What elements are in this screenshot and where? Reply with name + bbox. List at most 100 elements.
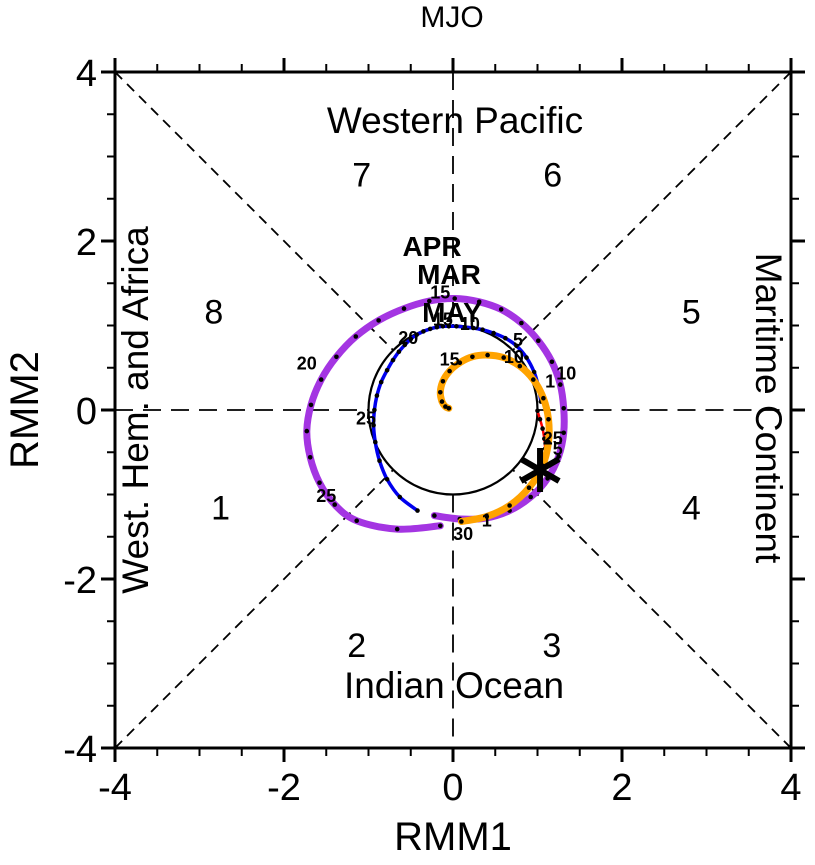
x-tick-label: 2	[611, 767, 632, 809]
region-label-maritime-continent: Maritime Continent	[748, 253, 789, 564]
daily-dot-mar	[446, 324, 452, 329]
month-legend: APR MAR MAY	[402, 231, 482, 328]
diagonal-bottom-left	[114, 469, 394, 749]
daily-dot-mar	[373, 439, 378, 445]
diagonal-bottom-right	[512, 469, 792, 749]
daily-dot-mar	[377, 458, 382, 464]
daily-dot-mar	[397, 494, 403, 500]
phase-numbers: 1 2 3 4 5 6 7 8	[204, 156, 700, 665]
diagonal-top-left	[114, 71, 394, 351]
daily-dot-apr	[528, 494, 533, 500]
daily-dot-apr	[498, 307, 504, 312]
daily-dot-mar	[414, 332, 420, 338]
phase-number-5: 5	[682, 293, 701, 331]
daily-dot-feb	[537, 417, 543, 422]
daily-dot-may	[546, 417, 551, 422]
x-axis-title: RMM1	[394, 815, 512, 859]
legend-mar: MAR	[417, 259, 481, 290]
daily-dot-mar	[371, 422, 376, 428]
daily-dot-may	[440, 379, 446, 384]
start-asterisk	[519, 447, 561, 492]
y-tick-label: 0	[76, 391, 97, 433]
daily-dot-mar	[462, 324, 468, 330]
daily-dot-apr	[438, 523, 443, 529]
daily-dot-apr	[317, 480, 322, 486]
daily-dot-may	[517, 363, 523, 369]
daily-dot-apr	[318, 377, 324, 382]
day-label-mar: 1	[545, 371, 555, 391]
daily-dot-mar	[491, 330, 496, 336]
y-tick-label: -4	[63, 729, 97, 771]
daily-dot-may	[526, 485, 532, 491]
daily-dot-mar	[384, 368, 390, 373]
daily-dot-apr	[308, 402, 314, 408]
daily-dot-mar	[427, 326, 433, 332]
daily-dot-apr	[307, 455, 313, 460]
daily-dot-apr	[394, 526, 400, 532]
phase-sector-guides	[114, 71, 792, 749]
daily-dot-may	[501, 355, 507, 360]
daily-dot-apr	[376, 318, 381, 323]
daily-dot-mar	[454, 324, 459, 329]
daily-dot-may	[546, 439, 551, 445]
day-label-mar: 5	[513, 330, 523, 350]
axis-ticks	[101, 58, 805, 762]
daily-dot-mar	[415, 508, 420, 513]
daily-dot-apr	[354, 518, 360, 523]
legend-apr: APR	[402, 231, 461, 262]
x-tick-label: 0	[442, 767, 463, 809]
daily-dot-mar	[440, 324, 446, 329]
daily-dot-mar	[421, 329, 426, 334]
day-label-may: 5	[553, 439, 563, 459]
daily-dot-apr	[452, 296, 458, 301]
day-label-apr: 25	[316, 486, 336, 506]
y-tick-label: 2	[76, 222, 97, 264]
daily-dot-apr	[304, 428, 310, 434]
region-label-western-pacific: Western Pacific	[327, 100, 583, 141]
daily-dot-may	[457, 360, 463, 366]
daily-dot-mar	[408, 336, 414, 342]
daily-dot-apr	[536, 338, 541, 344]
start-asterisk-arm	[519, 456, 561, 484]
daily-dot-mar	[384, 477, 390, 482]
day-label-mar: 10	[460, 314, 480, 334]
daily-dot-may	[447, 368, 452, 374]
daily-dot-mar	[378, 379, 384, 385]
region-label-west-hem-africa: West. Hem. and Africa	[115, 226, 156, 594]
daily-dot-may	[443, 404, 448, 409]
daily-dot-may	[541, 395, 546, 401]
daily-dot-mar	[514, 343, 519, 349]
phase-number-2: 2	[347, 627, 366, 665]
x-tick-label: -2	[267, 767, 301, 809]
x-tick-label: -4	[98, 767, 132, 809]
daily-dot-may	[459, 519, 464, 524]
daily-dot-mar	[402, 342, 408, 348]
daily-dot-may	[446, 406, 452, 411]
daily-dot-may	[531, 377, 536, 382]
day-label-feb: 25	[543, 429, 563, 449]
phase-number-3: 3	[542, 627, 561, 665]
axis-tick-labels: -4-4 -2 -2 0 0 2 2 4 4	[63, 53, 801, 809]
daily-dot-feb	[540, 426, 545, 431]
daily-dot-mar	[503, 335, 508, 341]
phase-number-4: 4	[682, 489, 701, 527]
daily-dot-mar	[434, 324, 440, 330]
legend-may: MAY	[422, 297, 482, 328]
daily-dot-apr	[334, 354, 339, 360]
region-labels: Western Pacific Indian Ocean West. Hem. …	[115, 100, 789, 706]
daily-dot-may	[470, 354, 475, 360]
daily-dot-may	[438, 390, 443, 395]
daily-dot-may	[507, 503, 512, 508]
day-label-may: 30	[453, 524, 473, 544]
day-label-mar: 20	[398, 328, 418, 348]
day-label-may: 1	[482, 511, 492, 531]
daily-dot-apr	[561, 406, 566, 411]
daily-dot-mar	[480, 327, 485, 333]
daily-dot-apr	[476, 299, 482, 305]
trajectories-layer	[303, 294, 568, 533]
daily-dot-may	[439, 399, 445, 404]
daily-dot-apr	[549, 359, 555, 365]
x-tick-label: 4	[780, 767, 801, 809]
